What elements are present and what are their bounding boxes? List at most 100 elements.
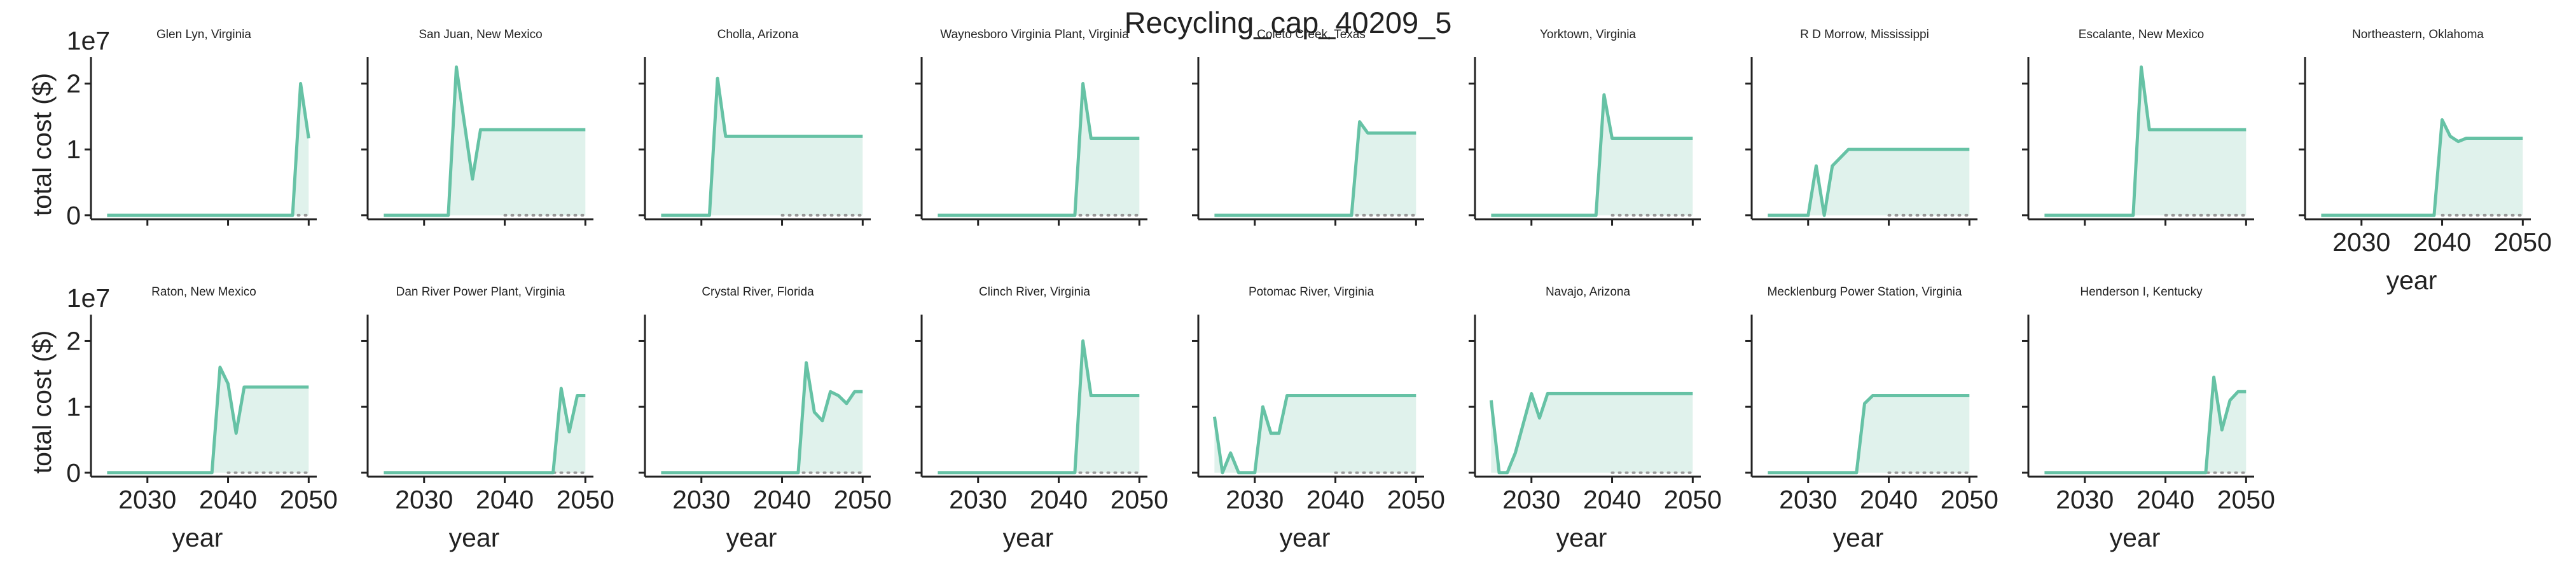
subplot-title: Navajo, Arizona [1546,285,1631,299]
subplot: R D Morrow, Mississippi [1745,28,1977,226]
series-line [938,82,1140,217]
area-fill [2044,67,2247,215]
x-axis-label: year [726,523,777,552]
x-tick-label: 2040 [199,485,257,514]
subplot-title: R D Morrow, Mississippi [1800,28,1929,41]
x-tick-label: 2050 [1664,485,1722,514]
subplot: Clinch River, Virginia 2030 2040 2050 year [915,285,1168,552]
subplot: Waynesboro Virginia Plant, Virginia [915,28,1147,226]
series-line [384,65,586,217]
x-tick-label: 2030 [672,485,730,514]
series-line [1212,394,1416,475]
area-fill [2321,119,2523,215]
subplot: Coleto Creek, Texas [1192,28,1424,226]
x-axis-label: year [449,523,500,552]
series-line [661,76,863,217]
x-tick-label: 2050 [1941,485,1998,514]
x-tick-label: 2040 [2136,485,2194,514]
x-axis-label: year [2386,266,2437,295]
x-tick-label: 2030 [949,485,1007,514]
y-axis-label: total cost ($) [27,73,57,217]
x-tick-label: 2040 [1860,485,1918,514]
series-line [107,365,309,475]
area-fill [661,78,863,215]
x-tick-label: 2050 [1387,485,1445,514]
area-fill [384,67,586,215]
subplot-title: Coleto Creek, Texas [1257,28,1366,41]
subplot: Potomac River, Virginia 2030 2040 2050 year [1192,285,1445,552]
x-tick-label: 2030 [395,485,453,514]
y-axis-multiplier: 1e7 [67,26,110,55]
series-line [938,339,1140,475]
series-line [1491,93,1693,217]
subplot: Yorktown, Virginia [1469,28,1701,226]
y-tick-label: 0 [66,458,81,487]
x-tick-label: 2040 [1583,485,1641,514]
subplot-grid: Glen Lyn, Virginia 0 1 2 total cost ($) 1e7 Sa… [27,26,2552,552]
x-tick-label: 2040 [2413,228,2471,257]
area-fill [661,362,863,473]
subplot: Escalante, New Mexico [2022,28,2254,226]
figure-title: Recycling_cap_40209_5 [1125,6,1452,39]
x-axis-label: year [1003,523,1054,552]
x-tick-label: 2030 [118,485,176,514]
x-tick-label: 2030 [2332,228,2390,257]
subplot-title: Escalante, New Mexico [2079,28,2204,41]
x-axis-label: year [1833,523,1884,552]
x-tick-label: 2050 [557,485,614,514]
series-line [2321,118,2523,217]
series-line [1768,394,1970,475]
series-line [661,361,863,475]
y-tick-label: 1 [66,135,81,164]
subplot: Dan River Power Plant, Virginia 2030 2040 2… [361,285,614,552]
area-fill [1214,121,1416,215]
subplot: Northeastern, Oklahoma 2030 2040 2050 year [2299,28,2552,295]
x-tick-label: 2050 [2217,485,2275,514]
x-tick-label: 2050 [280,485,338,514]
x-axis-label: year [172,523,223,552]
y-axis-label: total cost ($) [27,330,57,474]
subplot-title: Glen Lyn, Virginia [156,28,251,41]
area-fill [384,388,586,473]
subplot-title: Raton, New Mexico [151,285,256,299]
x-tick-label: 2030 [2056,485,2114,514]
y-tick-label: 0 [66,201,81,230]
area-fill [938,83,1140,215]
series-line [1768,147,1970,217]
y-tick-label: 1 [66,392,81,421]
x-tick-label: 2040 [753,485,811,514]
area-fill [1491,95,1693,215]
y-tick-label: 2 [66,69,81,98]
subplot: Crystal River, Florida 2030 2040 2050 year [639,285,892,552]
x-tick-label: 2030 [1502,485,1560,514]
x-tick-label: 2050 [834,485,892,514]
series-line [1214,120,1416,217]
subplot: Raton, New Mexico 0 1 2 2030 2040 2050 total co… [27,283,338,552]
series-line [384,386,586,475]
x-tick-label: 2040 [1030,485,1088,514]
x-axis-label: year [2110,523,2161,552]
subplot: Henderson I, Kentucky 2030 2040 2050 year [2022,285,2275,552]
subplot-title: Yorktown, Virginia [1540,28,1636,41]
subplot-title: Northeastern, Oklahoma [2352,28,2484,41]
x-tick-label: 2040 [1306,485,1364,514]
x-tick-label: 2050 [2494,228,2552,257]
series-line [1489,392,1693,475]
area-fill [107,367,309,473]
subplot: Navajo, Arizona 2030 2040 2050 year [1469,285,1722,552]
x-tick-label: 2030 [1226,485,1284,514]
area-fill [1768,395,1970,473]
area-fill [2044,377,2247,473]
subplot-title: Crystal River, Florida [702,285,814,299]
y-tick-label: 2 [66,326,81,355]
x-tick-label: 2050 [1111,485,1168,514]
subplot: Mecklenburg Power Station, Virginia 2030 2… [1745,285,1998,552]
series-line [2044,65,2247,217]
subplot: San Juan, New Mexico [361,28,593,226]
subplot-title: Cholla, Arizona [717,28,799,41]
area-fill [107,83,309,215]
x-tick-label: 2030 [1779,485,1837,514]
area-fill [1768,149,1970,215]
area-fill [1214,395,1416,473]
